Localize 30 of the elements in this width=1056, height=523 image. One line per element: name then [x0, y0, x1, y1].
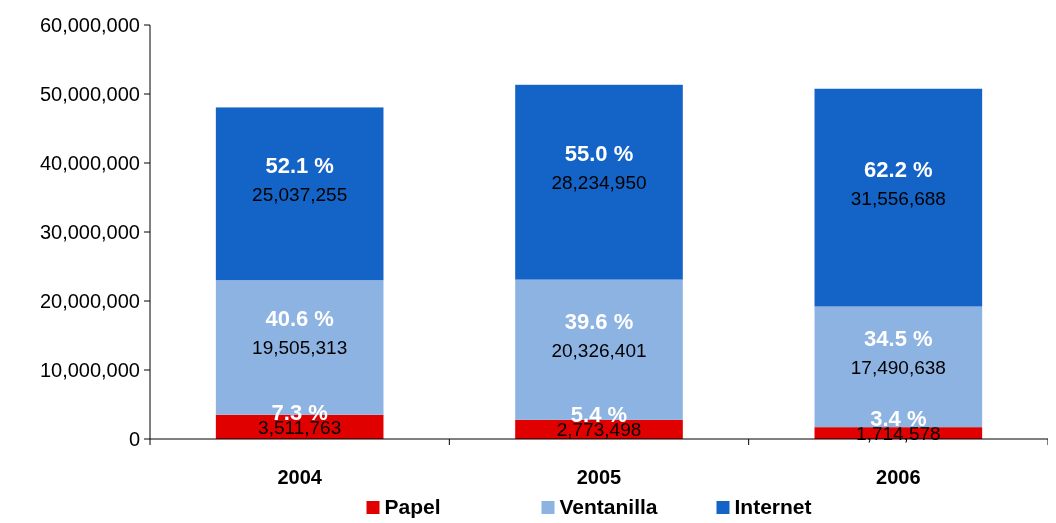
- data-label: 20,326,401: [551, 339, 647, 361]
- annotation: 40.6 %: [265, 306, 334, 332]
- bar: [215, 107, 384, 281]
- data-label: 17,490,638: [850, 356, 946, 378]
- annotation: 62.2 %: [864, 156, 933, 182]
- legend-label: Ventanilla: [559, 495, 658, 518]
- y-tick-label: 30,000,000: [39, 221, 140, 243]
- y-tick-label: 50,000,000: [39, 83, 140, 105]
- y-tick-label: 0: [128, 428, 140, 450]
- data-label: 25,037,255: [252, 183, 348, 205]
- y-tick-label: 20,000,000: [39, 290, 140, 312]
- bar: [814, 306, 983, 428]
- y-tick-label: 10,000,000: [39, 359, 140, 381]
- x-tick-label: 2006: [876, 466, 921, 488]
- y-tick-label: 40,000,000: [39, 152, 140, 174]
- x-tick-label: 2004: [277, 466, 323, 488]
- bar: [814, 88, 983, 307]
- legend-label: Internet: [734, 495, 812, 518]
- annotation: 55.0 %: [564, 141, 634, 167]
- legend-label: Papel: [384, 495, 441, 518]
- data-label: 31,556,688: [850, 187, 946, 209]
- y-tick-label: 60,000,000: [39, 14, 140, 36]
- data-label: 19,505,313: [252, 337, 348, 359]
- bar: [515, 84, 683, 280]
- data-label: 28,234,950: [551, 172, 647, 194]
- bar: [515, 279, 683, 420]
- x-tick-label: 2005: [576, 466, 622, 488]
- annotation: 39.6 %: [564, 308, 634, 334]
- annotation: 52.1 %: [265, 152, 334, 178]
- annotation: 34.5 %: [864, 325, 933, 351]
